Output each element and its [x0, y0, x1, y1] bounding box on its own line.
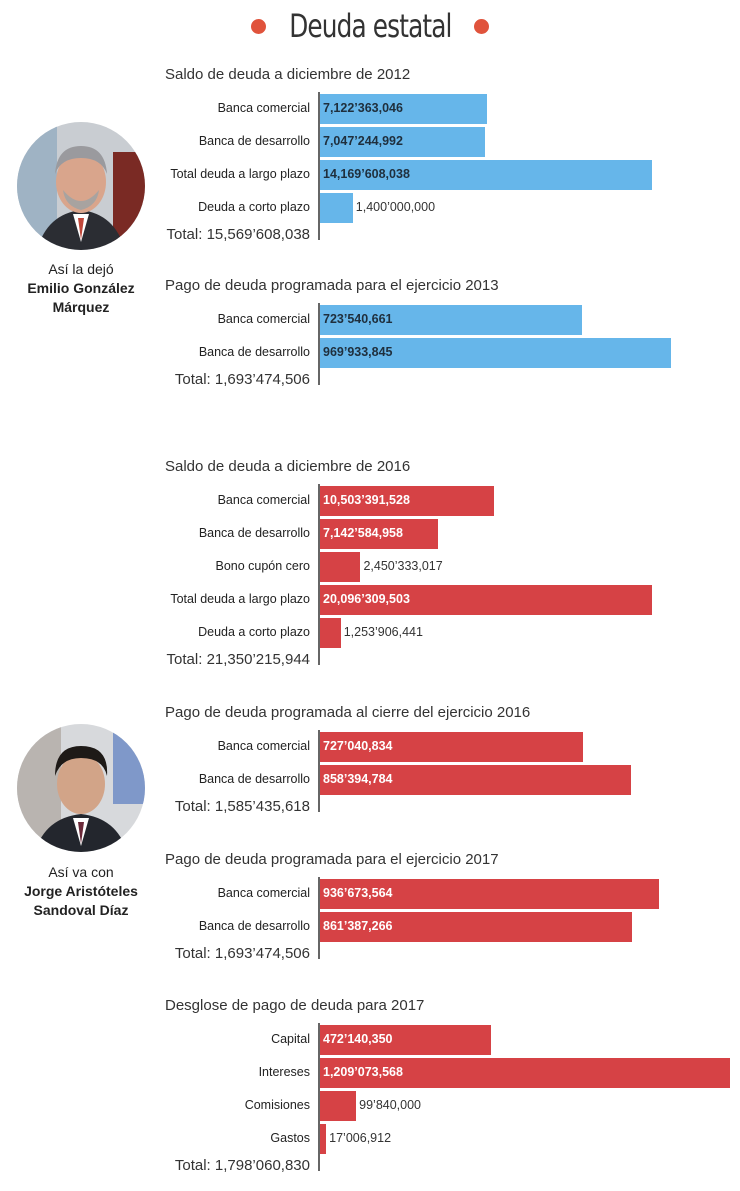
total-label: Total: 1,693’474,506 [174, 371, 310, 388]
category-label: Total deuda a largo plazo [170, 167, 310, 181]
bar [320, 732, 584, 762]
category-label: Deuda a corto plazo [198, 200, 310, 214]
caption-person-2: Así va con Jorge Aristóteles Sandoval Dí… [6, 863, 156, 920]
category-label: Deuda a corto plazo [198, 625, 310, 639]
data-label: 7,047’244,992 [323, 134, 403, 148]
category-label: Banca comercial [217, 312, 310, 326]
data-label: 1,253’906,441 [343, 625, 423, 639]
bar [320, 486, 494, 516]
data-label: 10,503’391,528 [323, 493, 410, 507]
bar [320, 305, 582, 335]
data-label: 99’840,000 [359, 1098, 422, 1112]
bar [320, 912, 632, 942]
data-label: 7,142’584,958 [323, 526, 403, 540]
caption-person-1: Así la dejó Emilio González Márquez [6, 260, 156, 317]
category-label: Comisiones [244, 1098, 310, 1112]
category-label: Banca comercial [217, 493, 310, 507]
total-label: Total: 1,585’435,618 [174, 798, 310, 815]
bar [320, 127, 486, 157]
bar [320, 585, 652, 615]
category-label: Gastos [270, 1131, 310, 1145]
category-label: Intereses [258, 1065, 310, 1079]
chart-title: Desglose de pago de deuda para 2017 [165, 997, 425, 1014]
bar [320, 1124, 327, 1154]
category-label: Banca comercial [217, 739, 310, 753]
category-label: Banca comercial [217, 886, 310, 900]
data-label: 858’394,784 [323, 772, 393, 786]
data-label: 723’540,661 [323, 312, 393, 326]
category-label: Total deuda a largo plazo [170, 592, 310, 606]
title-dot-left [250, 18, 266, 34]
axis-line [318, 730, 320, 812]
title-dot-right [474, 18, 490, 34]
data-label: 7,122’363,046 [323, 101, 403, 115]
bar [320, 160, 652, 190]
data-label: 936’673,564 [323, 886, 393, 900]
data-label: 472’140,350 [323, 1032, 393, 1046]
data-label: 14,169’608,038 [323, 167, 410, 181]
page-title: Deuda estatal [288, 7, 452, 45]
category-label: Bono cupón cero [215, 559, 310, 573]
category-label: Banca de desarrollo [198, 526, 310, 540]
category-label: Banca comercial [217, 101, 310, 115]
bar [320, 1025, 491, 1055]
bar [320, 193, 353, 223]
data-label: 969’933,845 [323, 345, 393, 359]
data-label: 2,450’333,017 [363, 559, 443, 573]
data-label: 17’006,912 [329, 1131, 392, 1145]
bar [320, 879, 660, 909]
bar [320, 1091, 357, 1121]
caption-name: Jorge Aristóteles Sandoval Díaz [24, 883, 138, 918]
caption-intro: Así la dejó [48, 261, 114, 277]
category-label: Banca de desarrollo [198, 772, 310, 786]
axis-line [318, 1023, 320, 1171]
category-label: Capital [271, 1032, 310, 1046]
portrait-emilio-gonzalez [17, 122, 145, 250]
chart-title: Pago de deuda programada para el ejercic… [165, 277, 499, 294]
chart-title: Pago de deuda programada para el ejercic… [165, 851, 499, 868]
axis-line [318, 92, 320, 240]
bar [320, 94, 487, 124]
data-label: 1,209’073,568 [323, 1065, 403, 1079]
category-label: Banca de desarrollo [198, 134, 310, 148]
portrait-jorge-aristoteles [17, 724, 145, 852]
chart-title: Saldo de deuda a diciembre de 2012 [165, 66, 411, 83]
chart-title: Pago de deuda programada al cierre del e… [165, 704, 531, 721]
data-label: 727’040,834 [323, 739, 393, 753]
chart-title: Saldo de deuda a diciembre de 2016 [165, 458, 411, 475]
bar [320, 765, 631, 795]
axis-line [318, 484, 320, 665]
bar [320, 1058, 730, 1088]
caption-name: Emilio González Márquez [27, 280, 135, 315]
title-row: Deuda estatal [0, 4, 740, 48]
axis-line [318, 877, 320, 959]
caption-intro: Así va con [48, 864, 114, 880]
bar [320, 552, 361, 582]
bar [320, 519, 438, 549]
total-label: Total: 21,350’215,944 [166, 651, 310, 668]
total-label: Total: 15,569’608,038 [166, 226, 310, 243]
total-label: Total: 1,693’474,506 [174, 945, 310, 962]
total-label: Total: 1,798’060,830 [174, 1157, 310, 1174]
bar [320, 618, 341, 648]
category-label: Banca de desarrollo [198, 919, 310, 933]
axis-line [318, 303, 320, 385]
data-label: 861’387,266 [323, 919, 393, 933]
data-label: 1,400’000,000 [355, 200, 436, 214]
data-label: 20,096’309,503 [323, 592, 410, 606]
bar [320, 338, 672, 368]
category-label: Banca de desarrollo [198, 345, 310, 359]
